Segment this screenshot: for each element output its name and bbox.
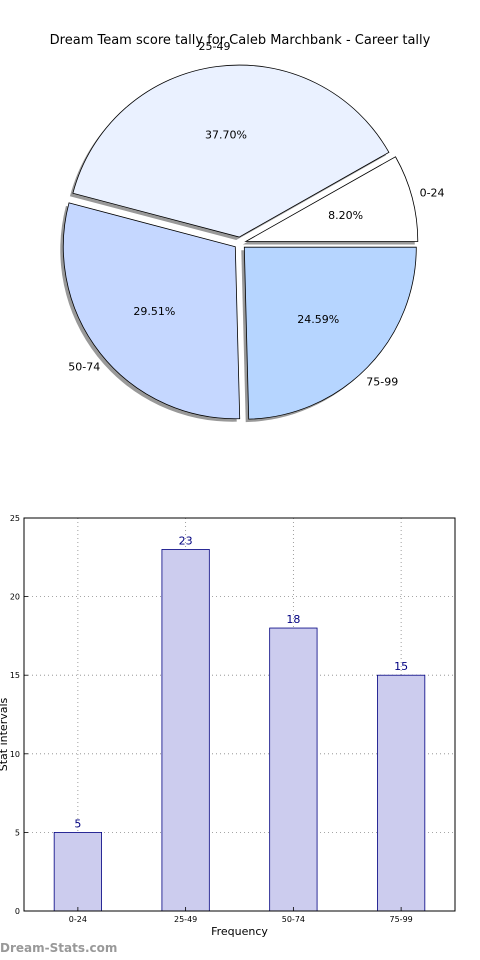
plot-frame xyxy=(23,517,456,912)
bar-chart: 0 5 10 15 20 25 5 0-24 23 25-49 18 50-74 15 75-99 Freq… xyxy=(0,514,456,938)
pie-percent-label: 37.70% xyxy=(205,129,247,142)
bar-25-49 xyxy=(161,549,210,912)
pie-percent-label: 29.51% xyxy=(133,305,175,318)
pie-category-label: 25-49 xyxy=(199,40,231,53)
y-tick-label: 20 xyxy=(10,593,20,602)
bar-value-label: 15 xyxy=(394,660,408,673)
y-tick-label: 0 xyxy=(15,907,20,916)
pie-category-label: 75-99 xyxy=(366,376,398,389)
y-tick-label: 25 xyxy=(10,514,20,523)
bar-value-label: 5 xyxy=(74,817,81,830)
y-tick-label: 15 xyxy=(10,671,20,680)
x-axis-label: Frequency xyxy=(211,925,268,938)
bar-75-99 xyxy=(377,674,426,912)
pie-category-label: 0-24 xyxy=(420,186,445,199)
pie-slice-75-99 xyxy=(243,246,417,420)
y-tick-label: 10 xyxy=(10,750,20,759)
pie-chart-title: Dream Team score tally for Caleb Marchba… xyxy=(50,33,431,48)
x-tick-label: 75-99 xyxy=(390,915,413,924)
bar-value-label: 18 xyxy=(286,613,300,626)
bar-50-74 xyxy=(269,627,318,912)
watermark: Dream-Stats.com xyxy=(0,941,118,955)
x-tick-label: 0-24 xyxy=(69,915,87,924)
pie-slice-50-74 xyxy=(62,202,241,420)
y-tick-label: 5 xyxy=(15,828,20,837)
pie-percent-label: 24.59% xyxy=(297,313,339,326)
y-axis-label: Stat intervals xyxy=(0,697,10,771)
bar-value-label: 23 xyxy=(179,534,193,547)
x-tick-label: 50-74 xyxy=(282,915,305,924)
pie-category-label: 50-74 xyxy=(68,360,100,373)
pie-slice-25-49 xyxy=(72,64,390,238)
pie-chart: 8.20% 0-24 37.70% 25-49 29.51% 50-74 24.59% 75-… xyxy=(60,40,445,423)
pie-percent-label: 8.20% xyxy=(328,209,363,222)
x-tick-label: 25-49 xyxy=(174,915,197,924)
pie-slice-0-24 xyxy=(244,156,419,242)
bar-0-24 xyxy=(53,832,102,912)
